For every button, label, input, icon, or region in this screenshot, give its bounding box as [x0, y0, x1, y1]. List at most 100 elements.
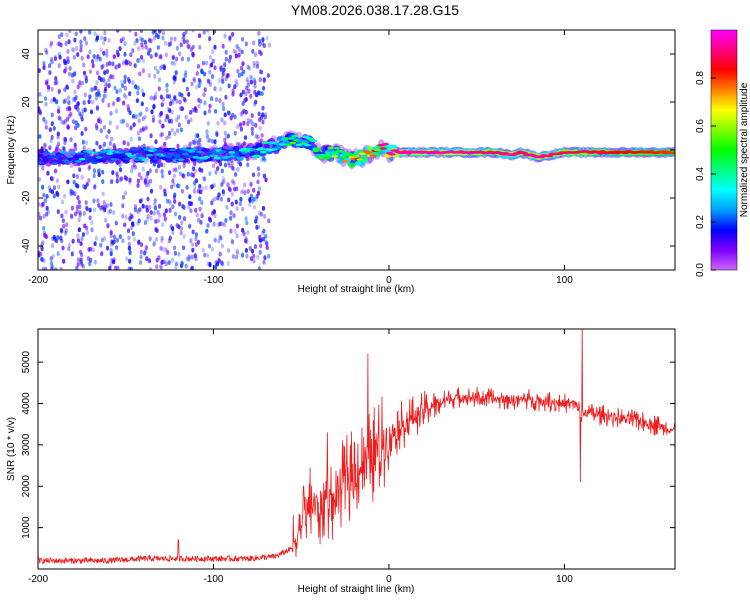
noise-point: [207, 216, 212, 222]
band-cell: [118, 150, 126, 153]
noise-point: [76, 195, 80, 201]
noise-point: [75, 174, 79, 180]
noise-point: [228, 35, 232, 41]
noise-point: [128, 30, 132, 33]
snr-panel: -200 -100 0 100 1000 2000 3000 4000 5000 Height…: [6, 328, 676, 595]
noise-point: [79, 259, 83, 265]
noise-point: [219, 235, 223, 241]
noise-point: [208, 138, 212, 143]
noise-point: [172, 182, 176, 188]
noise-point: [189, 47, 193, 52]
noise-point: [227, 83, 231, 89]
noise-point: [188, 223, 192, 229]
noise-point: [158, 119, 162, 125]
noise-point: [191, 247, 195, 253]
noise-point: [167, 238, 171, 244]
noise-point: [56, 192, 60, 198]
band-cell: [278, 143, 286, 146]
noise-point: [258, 249, 262, 255]
band-cell: [51, 161, 59, 165]
noise-point: [103, 30, 107, 36]
band-cell: [59, 151, 67, 154]
noise-point: [109, 262, 113, 268]
band-cell: [255, 143, 263, 148]
x-tick-label: -100: [203, 574, 223, 585]
noise-point: [211, 198, 215, 203]
noise-point: [100, 251, 104, 257]
noise-point: [237, 73, 241, 78]
noise-point: [152, 104, 156, 109]
noise-point: [72, 173, 76, 179]
noise-point: [57, 88, 61, 94]
noise-point: [204, 185, 208, 191]
noise-point: [182, 234, 186, 239]
noise-point: [212, 209, 216, 215]
noise-point: [161, 173, 165, 179]
noise-point: [154, 52, 158, 58]
noise-point: [46, 84, 51, 90]
noise-point: [194, 207, 198, 213]
noise-point: [202, 176, 206, 181]
noise-point: [146, 213, 150, 219]
band-cell: [42, 151, 50, 154]
noise-point: [228, 37, 232, 43]
band-cell: [388, 152, 396, 156]
noise-point: [180, 56, 184, 62]
noise-point: [197, 97, 201, 103]
noise-point: [193, 253, 197, 258]
noise-point: [220, 260, 224, 265]
noise-point: [64, 209, 68, 215]
noise-point: [164, 52, 168, 58]
noise-point: [53, 168, 58, 174]
noise-point: [179, 106, 183, 111]
noise-point: [198, 184, 202, 189]
noise-point: [95, 35, 100, 41]
noise-point: [177, 183, 181, 189]
noise-point: [117, 63, 121, 69]
noise-point: [244, 91, 248, 97]
noise-point: [228, 54, 232, 60]
noise-point: [178, 215, 182, 220]
noise-point: [38, 211, 41, 217]
colorbar-tick-label: 0.6: [695, 119, 706, 133]
noise-point: [211, 49, 215, 54]
noise-point: [172, 167, 176, 173]
noise-point: [168, 236, 172, 241]
band-cell: [125, 152, 132, 156]
noise-point: [260, 133, 264, 138]
noise-point: [132, 236, 136, 242]
noise-point: [241, 206, 245, 212]
noise-point: [257, 210, 261, 216]
noise-point: [198, 79, 202, 85]
noise-point: [173, 199, 177, 204]
noise-point: [147, 51, 151, 56]
noise-point: [41, 201, 45, 207]
noise-point: [105, 52, 109, 58]
noise-point: [231, 91, 235, 97]
noise-point: [121, 238, 125, 244]
noise-point: [207, 243, 212, 249]
noise-point: [177, 224, 181, 230]
noise-point: [211, 73, 215, 79]
noise-point: [263, 158, 267, 163]
noise-point: [115, 89, 119, 94]
noise-point: [42, 63, 46, 69]
noise-point: [149, 215, 153, 221]
noise-point: [143, 250, 147, 256]
noise-point: [123, 175, 127, 180]
noise-point: [181, 173, 185, 179]
noise-point: [64, 230, 68, 236]
noise-point: [51, 236, 55, 242]
noise-point: [103, 207, 107, 213]
noise-point: [81, 264, 85, 269]
noise-point: [159, 54, 163, 60]
noise-point: [66, 179, 70, 185]
noise-point: [261, 112, 265, 118]
noise-point: [213, 86, 217, 92]
noise-point: [152, 35, 156, 41]
noise-point: [96, 198, 100, 204]
noise-point: [263, 114, 267, 120]
noise-point: [205, 129, 209, 135]
noise-point: [60, 32, 64, 37]
colorbar-tick-label: 0.0: [695, 263, 706, 277]
